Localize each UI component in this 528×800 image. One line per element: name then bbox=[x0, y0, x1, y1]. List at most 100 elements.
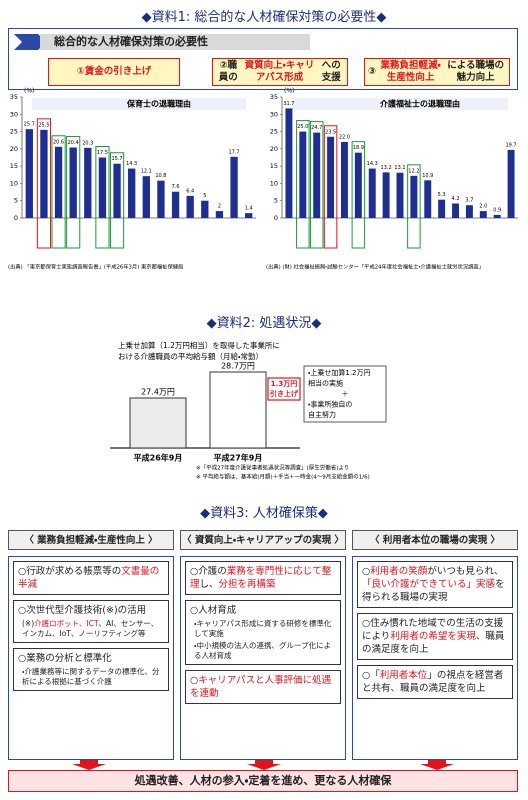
value-label: 31.7 bbox=[283, 101, 294, 107]
value-label: 5 bbox=[203, 193, 206, 199]
value-label: 10.8 bbox=[155, 173, 166, 179]
measure-text: ○人材育成 bbox=[190, 604, 336, 617]
bar bbox=[299, 131, 307, 218]
bar bbox=[201, 200, 209, 218]
bar bbox=[40, 129, 48, 218]
text-run: ○「 bbox=[362, 670, 380, 681]
bar bbox=[171, 191, 180, 218]
section2-title: ◆資料2: 処遇状況◆ bbox=[206, 316, 322, 331]
note-box-line: ・事業所独自の bbox=[308, 400, 352, 409]
value-label: 2.0 bbox=[479, 204, 487, 210]
value-label: 1.4 bbox=[245, 206, 253, 212]
section1-title: ◆資料1: 総合的な人材確保対策の必要性◆ bbox=[141, 10, 387, 25]
text-run: を得られる職場の実現 bbox=[362, 579, 505, 603]
text-run: 、AI、センサー、インカム、IoT、ノーリフティング等 bbox=[22, 619, 159, 638]
bar bbox=[465, 205, 473, 218]
y-tick-label: 15 bbox=[270, 162, 278, 170]
bar bbox=[479, 211, 487, 218]
measure-detail: ・キャリアパス形成に資する研修を標準化して実施 bbox=[190, 619, 336, 639]
text-run: 資質向上・キャリアパス形成 bbox=[244, 60, 315, 83]
chart-title: 介護福祉士の退職理由 bbox=[379, 99, 460, 109]
value-label: 24.7 bbox=[311, 125, 322, 131]
bar bbox=[186, 195, 194, 218]
bar bbox=[493, 214, 501, 218]
value-label: 20.6 bbox=[53, 139, 64, 145]
bar bbox=[98, 157, 107, 218]
measure-text: ○キャリアパスと人事評価に処遇を連動 bbox=[190, 674, 336, 700]
note-box bbox=[303, 365, 387, 423]
value-label: 20.4 bbox=[68, 140, 79, 146]
bar bbox=[313, 132, 321, 218]
section3-title: ◆資料3: 人材確保策◆ bbox=[200, 506, 328, 521]
bar-highlight bbox=[109, 152, 125, 249]
note-box-line: ＋ bbox=[342, 390, 349, 398]
value-label: 13.1 bbox=[394, 165, 405, 171]
text-run: ②職員の bbox=[218, 60, 238, 83]
note-box-line: ・上乗せ加算1.2万円 bbox=[308, 368, 371, 377]
measure-text: ○介護の業務を専門性に応じて整理し、分担を再構築 bbox=[190, 565, 336, 591]
x-tick-label: 平成27年9月 bbox=[214, 453, 263, 463]
value-label: 22.0 bbox=[339, 134, 350, 140]
y-tick-label: 15 bbox=[10, 162, 18, 170]
value-label: 14.3 bbox=[126, 161, 137, 167]
text-run: ○業務の分析と標準化 bbox=[18, 653, 112, 664]
annotation: 引き上げ bbox=[270, 389, 299, 398]
y-tick-label: 5 bbox=[14, 197, 18, 205]
y-tick-label: 20 bbox=[270, 145, 278, 153]
text-run: 利用者の希望を実現 bbox=[390, 631, 476, 642]
annotation-box bbox=[267, 377, 301, 401]
bar bbox=[354, 152, 362, 218]
text-run: し、 bbox=[199, 579, 219, 590]
text-run: ○ bbox=[190, 675, 199, 686]
bar bbox=[341, 141, 348, 218]
value-label: 25.5 bbox=[38, 122, 49, 128]
text-run: 分担を再構築 bbox=[218, 579, 276, 590]
value-label: 2 bbox=[218, 204, 221, 210]
y-tick-label: 0 bbox=[14, 214, 18, 222]
bar bbox=[142, 176, 150, 218]
y-tick-label: 20 bbox=[10, 145, 18, 153]
chart-title-bg bbox=[32, 98, 246, 110]
measure-item: ○キャリアパスと人事評価に処遇を連動 bbox=[185, 670, 341, 704]
bar bbox=[69, 147, 77, 218]
value-label: 28.7万円 bbox=[221, 362, 255, 371]
measure-text: ○業務の分析と標準化 bbox=[18, 652, 164, 665]
text-run: ○行政が求める帳票等の bbox=[18, 566, 122, 577]
bar-highlight bbox=[351, 141, 366, 249]
measure-item: ○業務の分析と標準化・介護業務等に関するデータの標準化、分析による根拠に基づく介… bbox=[13, 648, 169, 691]
y-tick-label: 30 bbox=[270, 110, 278, 118]
value-label: 0.9 bbox=[493, 207, 501, 213]
bar-highlight bbox=[51, 135, 66, 249]
measure-item: ○人材育成 ・キャリアパス形成に資する研修を標準化して実施 ・中小規模の法人の連携、… bbox=[185, 600, 341, 665]
value-label: 10.9 bbox=[422, 173, 433, 179]
strategy-tag: ③ 業務負担軽減・生産性向上 による職場の魅力向上 bbox=[364, 58, 510, 86]
measure-text: ○次世代型介護技術(※)の活用 bbox=[18, 604, 164, 617]
y-tick-label: 10 bbox=[10, 179, 18, 187]
measure-item: ○行政が求める帳票等の文書量の半減 bbox=[13, 561, 169, 595]
bar bbox=[25, 129, 33, 218]
text-run: 文書量の半減 bbox=[18, 566, 160, 590]
bar bbox=[245, 213, 253, 218]
header-banner: 総合的な人材確保対策の必要性 bbox=[40, 34, 310, 50]
value-label: 14.3 bbox=[367, 161, 378, 167]
measure-detail: ・介護業務等に関するデータの標準化、分析による根拠に基づく介護 bbox=[18, 667, 164, 687]
text-run: 介護ロボット、ICT bbox=[34, 619, 99, 628]
column-body: ○利用者の笑顔がいつも見られ、「良い介護ができている」実感を得られる職場の実現 ○… bbox=[352, 556, 518, 760]
text-run: ・介護業務等に関するデータの標準化、分析による根拠に基づく介護 bbox=[22, 667, 160, 686]
column-header: 〈 資質向上・キャリアアップの実現 〉 bbox=[180, 530, 346, 550]
y-unit: (%) bbox=[24, 88, 34, 95]
text-run: キャリアパスと人事評価に処遇を連動 bbox=[190, 675, 332, 699]
annotation: 1.3万円 bbox=[271, 380, 297, 388]
text-run: への支援 bbox=[321, 60, 341, 83]
text-run: ・キャリアパス形成に資する研修を標準化して実施 bbox=[194, 619, 332, 638]
chart-caption: 上乗せ加算（1.2万円相当）を取得した事業所に bbox=[118, 340, 280, 350]
bar bbox=[382, 172, 390, 218]
column-body: ○行政が求める帳票等の文書量の半減 ○次世代型介護技術(※)の活用 (※)介護ロボッ… bbox=[8, 556, 174, 760]
value-label: 27.4万円 bbox=[141, 388, 175, 397]
text-run: ③ bbox=[368, 66, 377, 77]
value-label: 18.9 bbox=[353, 145, 364, 151]
footnote: ※ 平均給与額は、基本給(月額)＋手当＋一時金(4〜9月支給金額の1/6) bbox=[196, 473, 370, 481]
bar bbox=[368, 168, 376, 218]
y-tick-label: 10 bbox=[270, 179, 278, 187]
